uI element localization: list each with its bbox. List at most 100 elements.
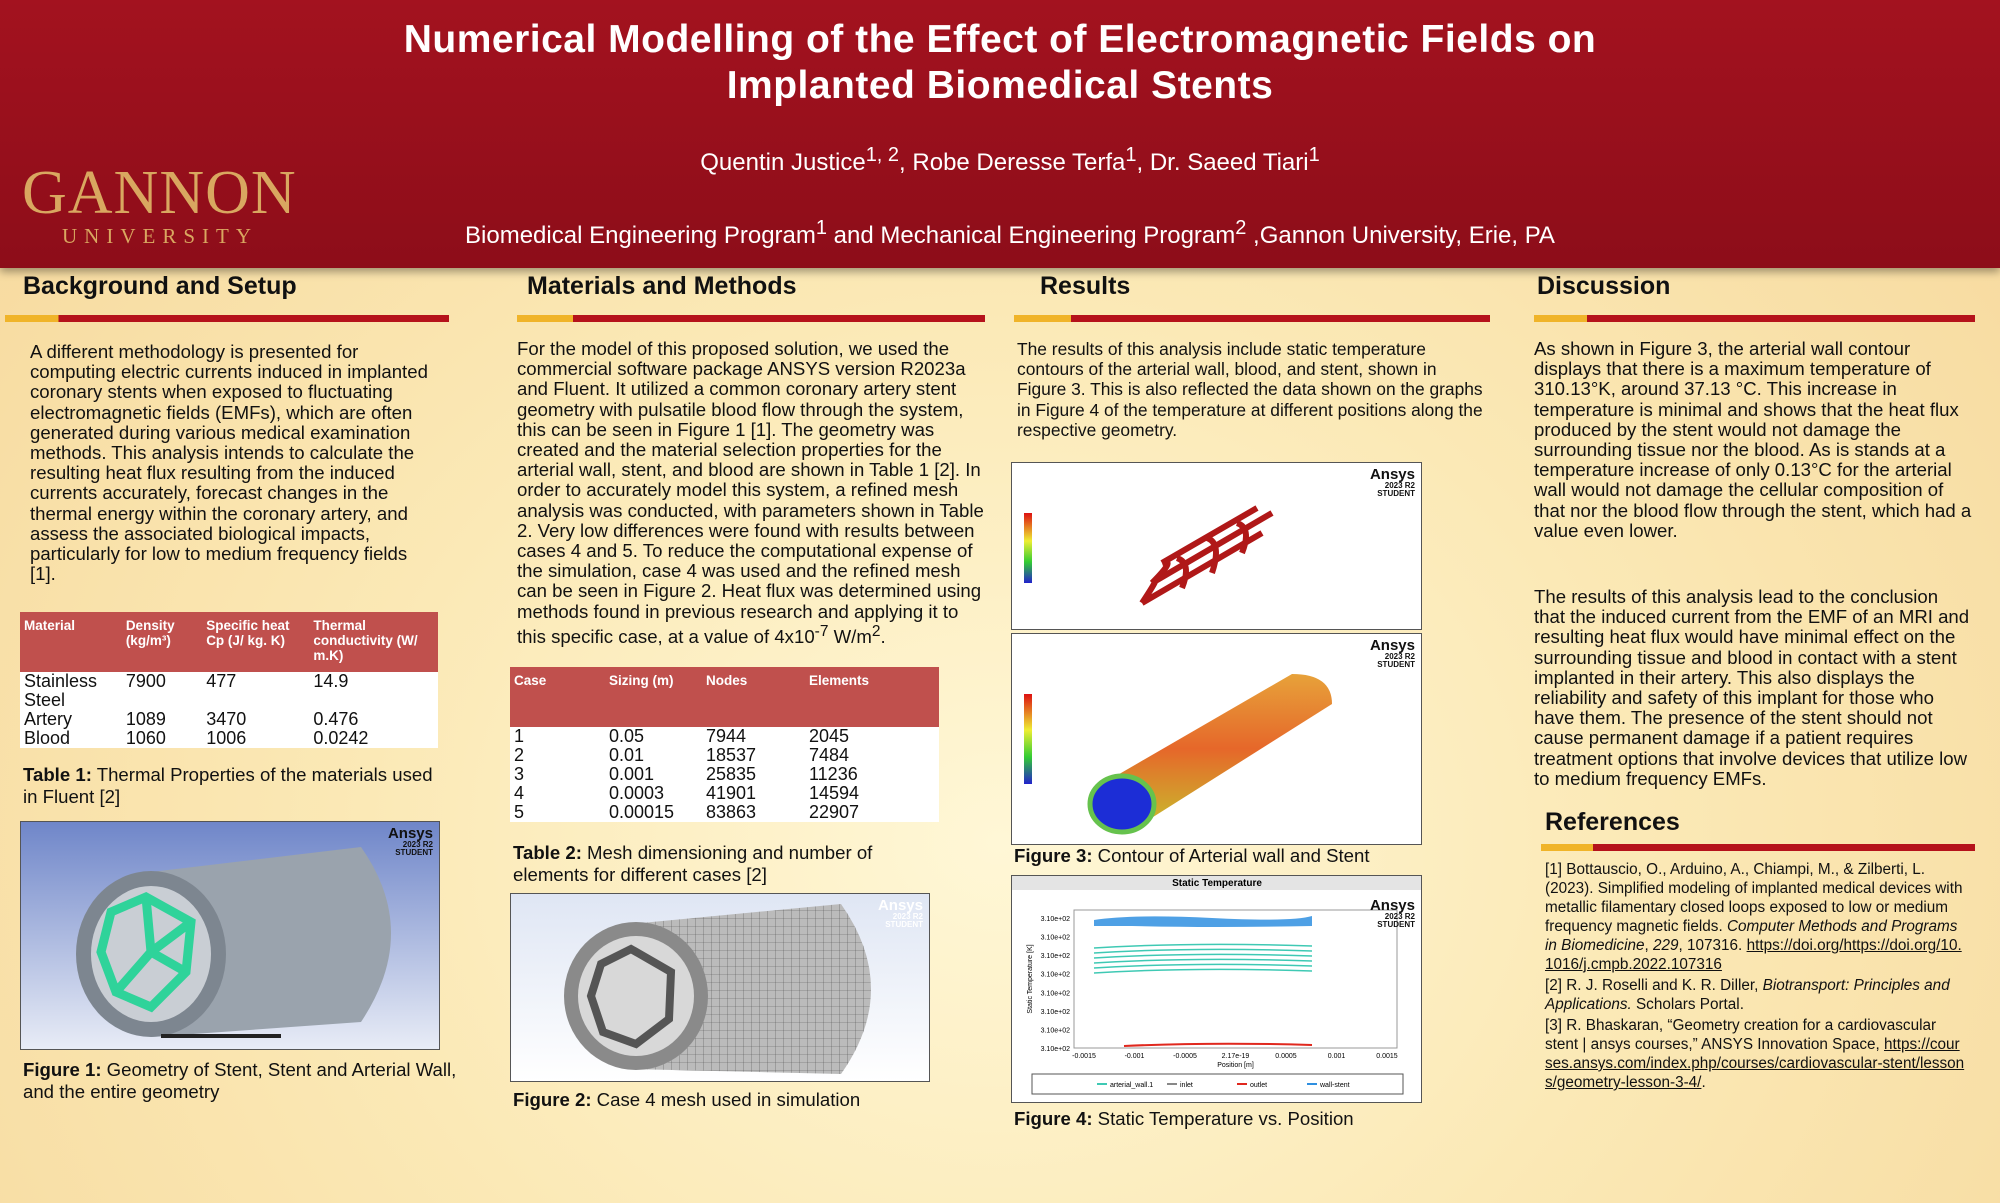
- badge-version: 2023 R2: [402, 840, 433, 849]
- table-cell: 0.05: [609, 726, 645, 746]
- figure-3a: Ansys 2023 R2 STUDENT: [1011, 462, 1422, 630]
- caption: Table 2: Mesh dimensioning and number of…: [513, 842, 943, 886]
- section-heading: Discussion: [1537, 272, 1671, 300]
- series-shape: [1093, 943, 1313, 949]
- caption-text: Mesh dimensioning and number of elements…: [513, 842, 873, 885]
- figure-2-art: [564, 904, 871, 1074]
- header-cell: Nodes: [702, 667, 805, 727]
- table-cell: 4: [514, 783, 525, 803]
- series-shape: [1093, 958, 1313, 964]
- legend-box: [1031, 1073, 1404, 1095]
- ansys-badge: Ansys 2023 R2 STUDENT: [878, 898, 923, 929]
- badge-version: 2023 R2: [1384, 481, 1415, 490]
- header-cell: Case: [510, 667, 605, 727]
- paragraph: As shown in Figure 3, the arterial wall …: [1534, 338, 1972, 541]
- series-shape: [1093, 948, 1313, 954]
- table-cell: 2: [514, 745, 525, 765]
- figure-2: Ansys 2023 R2 STUDENT: [510, 893, 930, 1082]
- table-cell: 18537: [706, 745, 757, 765]
- caption-label: Figure 3:: [1014, 845, 1093, 866]
- table-row: Artery 1089 3470 0.476: [20, 710, 438, 729]
- table-cell: 25835: [706, 764, 757, 784]
- header-cell: Thermal conductivity (W/ m.K): [309, 612, 438, 672]
- header-cell: Material: [20, 612, 122, 672]
- caption-label: Figure 2:: [513, 1089, 592, 1110]
- table-cell: 0.0003: [609, 783, 665, 803]
- table-wrap: Material Density (kg/m³) Specific heat Cp …: [20, 612, 438, 748]
- reference-text: [1] Bottauscio, O., Arduino, A., Chiampi…: [1545, 861, 1963, 935]
- section-heading: Background and Setup: [23, 272, 297, 300]
- caption: Figure 2: Case 4 mesh used in simulation: [513, 1089, 913, 1111]
- caption: Figure 3: Contour of Arterial wall and S…: [1014, 845, 1474, 867]
- table-cell: 1089: [125, 709, 166, 729]
- section-heading: Results: [1040, 272, 1131, 300]
- badge-brand: Ansys: [877, 897, 923, 914]
- table-cell: 5: [514, 802, 525, 822]
- table-row: Blood 1060 1006 0.0242: [20, 729, 438, 748]
- badge-brand: Ansys: [1369, 466, 1415, 483]
- heading-bar: [517, 315, 985, 322]
- caption-label: Figure 1:: [23, 1059, 102, 1080]
- reference-italic: Computer Methods and Programs in Biomedi…: [1545, 918, 1958, 954]
- x-tick-label: 2.17e-19: [1222, 1053, 1250, 1060]
- table-row: 5 0.00015 83863 22907: [510, 803, 939, 822]
- text-run: , Robe Deresse Terfa: [899, 149, 1126, 176]
- badge-edition: STUDENT: [885, 920, 923, 929]
- reference-text: .: [1701, 1074, 1706, 1091]
- badge-edition: STUDENT: [1377, 920, 1415, 929]
- paragraph: The results of this analysis include sta…: [1017, 339, 1483, 440]
- text-run: W/m: [828, 626, 872, 648]
- y-tick-label: 3.10e+02: [1041, 990, 1070, 997]
- table-row: 3 0.001 25835 11236: [510, 765, 939, 784]
- y-tick-label: 3.10e+02: [1041, 935, 1070, 942]
- caption-label: Table 2:: [513, 842, 582, 863]
- caption-text: Case 4 mesh used in simulation: [591, 1089, 861, 1110]
- reference: [1] Bottauscio, O., Arduino, A., Chiampi…: [1545, 860, 1965, 974]
- caption: Figure 1: Geometry of Stent, Stent and A…: [23, 1059, 473, 1103]
- badge-brand: Ansys: [387, 825, 433, 842]
- paragraph: A different methodology is presented for…: [30, 341, 428, 585]
- table-wrap: Case Sizing (m) Nodes Elements 1 0.05 7944 2045…: [510, 667, 939, 822]
- x-axis-label: Position [m]: [1217, 1062, 1254, 1069]
- table-cell: 14.9: [313, 671, 349, 691]
- affiliation: Biomedical Engineering Program1 and Mech…: [340, 217, 1680, 250]
- header-cell: Density (kg/m³): [121, 612, 203, 672]
- header: Numerical Modelling of the Effect of Ele…: [0, 0, 2000, 268]
- authors: Quentin Justice1, 2, Robe Deresse Terfa1…: [400, 144, 1620, 177]
- y-tick-label: 3.10e+02: [1041, 972, 1070, 979]
- x-tick-label: 0.0005: [1275, 1053, 1297, 1060]
- reference-link[interactable]: https://doi.org/https://doi.org/10.1016/…: [1545, 937, 1962, 973]
- header-cell: Elements: [805, 667, 939, 727]
- badge-version: 2023 R2: [1384, 652, 1415, 661]
- paragraph: The results of this analysis lead to the…: [1534, 586, 1970, 789]
- header-row: Material Density (kg/m³) Specific heat Cp …: [20, 612, 438, 672]
- x-tick-label: 0.0015: [1376, 1053, 1398, 1060]
- reference-text: ,: [1644, 937, 1653, 954]
- plot-area: [1073, 909, 1398, 1049]
- caption: Table 1: Thermal Properties of the mater…: [23, 764, 433, 808]
- legend-label: arterial_wall.1: [1110, 1082, 1153, 1089]
- series-shape: [1093, 953, 1313, 959]
- table-row: 1 0.05 7944 2045: [510, 727, 939, 746]
- reference-link[interactable]: https://courses.ansys.com/index.php/cour…: [1545, 1036, 1965, 1091]
- table-cell: Artery: [24, 709, 73, 729]
- heading-bar: [1534, 315, 1975, 322]
- scale-bar: [161, 1034, 281, 1038]
- inlet-face: [1087, 773, 1157, 835]
- table-row: 2 0.01 18537 7484: [510, 746, 939, 765]
- x-tick-label: 0.001: [1328, 1053, 1346, 1060]
- table-cell: 83863: [706, 802, 757, 822]
- stent: [586, 944, 676, 1049]
- reference-list: [1] Bottauscio, O., Arduino, A., Chiampi…: [1545, 860, 1965, 1094]
- table-row: 4 0.0003 41901 14594: [510, 784, 939, 803]
- heading-bar: [5, 315, 449, 322]
- header-cell: Specific heat Cp (J/ kg. K): [202, 612, 310, 672]
- table-cell: 3470: [206, 709, 247, 729]
- table-cell: 41901: [706, 783, 757, 803]
- header-row: Case Sizing (m) Nodes Elements: [510, 667, 939, 727]
- table-cell: 1006: [206, 728, 247, 748]
- ansys-badge: Ansys 2023 R2 STUDENT: [388, 826, 433, 857]
- table-cell: 0.0242: [313, 728, 369, 748]
- table-cell: 477: [206, 671, 237, 691]
- caption-text: Static Temperature vs. Position: [1092, 1108, 1354, 1129]
